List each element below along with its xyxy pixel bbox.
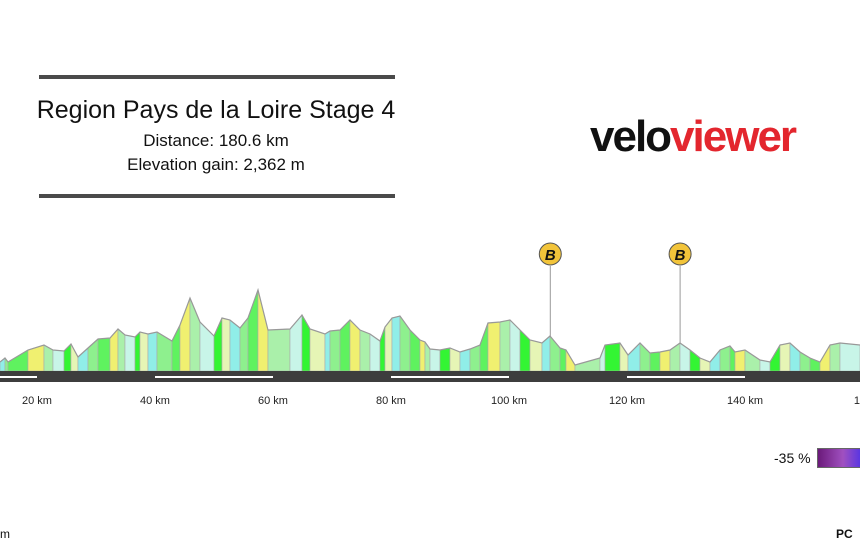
profile-segment (769, 343, 781, 372)
bonus-marker-icon (668, 242, 692, 266)
x-tick-label: 120 km (609, 395, 645, 407)
elevation-gain-text: Elevation gain: 2,362 m (127, 155, 305, 174)
profile-segment (819, 343, 831, 372)
profile-segment (289, 314, 303, 372)
bonus-marker-label: B (545, 247, 556, 264)
bonus-marker-icon (538, 242, 562, 266)
profile-segment (479, 322, 489, 372)
profile-segment (349, 319, 361, 372)
x-tick-label: 60 km (258, 395, 288, 407)
profile-segment (779, 342, 791, 372)
profile-segment (52, 349, 65, 372)
profile-segment (324, 330, 331, 372)
profile-segment (619, 342, 629, 372)
profile-segment (221, 317, 231, 372)
veloviewer-logo: veloviewer (590, 112, 797, 161)
profile-segment (419, 339, 426, 372)
gradient-legend-bar (817, 448, 860, 468)
profile-segment (744, 349, 761, 372)
profile-segment (70, 343, 79, 372)
profile-segment (97, 337, 111, 372)
profile-segment (659, 349, 671, 372)
x-tick-label: 140 km (727, 395, 763, 407)
profile-segment (429, 348, 441, 372)
top-rule (39, 75, 395, 79)
profile-segment (559, 347, 567, 372)
profile-segment (391, 315, 401, 372)
profile-segment (117, 328, 126, 372)
profile-segment (139, 331, 149, 372)
profile-segment (649, 351, 661, 372)
profile-segment (439, 347, 451, 372)
profile-segment (301, 313, 311, 372)
footer-right-text: PC (836, 527, 853, 541)
profile-segment (109, 328, 119, 372)
profile-segment (829, 342, 841, 372)
profile-segment (839, 342, 860, 372)
profile-segment (487, 321, 501, 372)
stage-title: Region Pays de la Loire Stage 4 (36, 96, 396, 124)
profile-segment (529, 339, 543, 372)
profile-segment (267, 328, 291, 372)
x-tick-label: 160 (854, 395, 860, 407)
gradient-legend-label: -35 % (774, 450, 811, 466)
axis-stripe (627, 376, 745, 378)
x-tick-label: 80 km (376, 395, 406, 407)
profile-segment (156, 331, 173, 372)
x-tick-label: 40 km (140, 395, 170, 407)
profile-segment (257, 289, 269, 372)
axis-stripe (391, 376, 509, 378)
profile-segment (399, 315, 411, 372)
profile-segment (124, 334, 136, 372)
profile-segment (599, 344, 606, 372)
profile-segment (604, 342, 621, 372)
profile-segment (179, 297, 191, 372)
axis-stripe (155, 376, 273, 378)
x-tick-label: 20 km (22, 395, 52, 407)
profile-segment (519, 329, 531, 372)
profile-segment (247, 289, 259, 372)
profile-segment (147, 331, 158, 372)
profile-segment (77, 347, 89, 372)
profile-segment (329, 329, 341, 372)
distance-text: Distance: 180.6 km (143, 131, 289, 150)
profile-segment (409, 329, 421, 372)
bottom-rule (39, 194, 395, 198)
profile-segment (229, 319, 241, 372)
x-tick-label: 100 km (491, 395, 527, 407)
profile-segment (509, 319, 521, 372)
profile-segment (359, 329, 371, 372)
profile-segment (339, 319, 351, 372)
axis-stripe (0, 376, 37, 378)
profile-segment (309, 328, 326, 372)
profile-segment (134, 331, 141, 372)
profile-segment (627, 342, 641, 372)
footer-left-text: m (0, 527, 10, 541)
profile-segment (499, 319, 511, 372)
profile-segment (459, 348, 471, 372)
profile-segment (734, 349, 746, 372)
profile-segment (689, 349, 701, 372)
profile-outline (0, 287, 860, 366)
bonus-marker-label: B (675, 247, 686, 264)
